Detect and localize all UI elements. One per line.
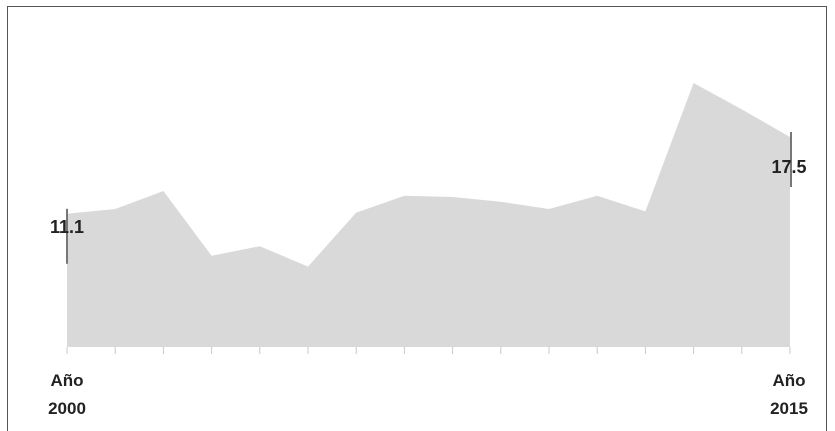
start-year-label: 2000 (48, 399, 86, 418)
start-year-word: Año (50, 371, 83, 390)
value-markers (66, 132, 792, 264)
end-year-label: 2015 (770, 399, 808, 418)
area-layer (67, 83, 790, 347)
start-value-label: 11.1 (50, 217, 84, 237)
end-value-label: 17.5 (771, 157, 806, 177)
end-year-word: Año (772, 371, 805, 390)
area-series (67, 83, 790, 347)
x-axis (66, 347, 791, 354)
